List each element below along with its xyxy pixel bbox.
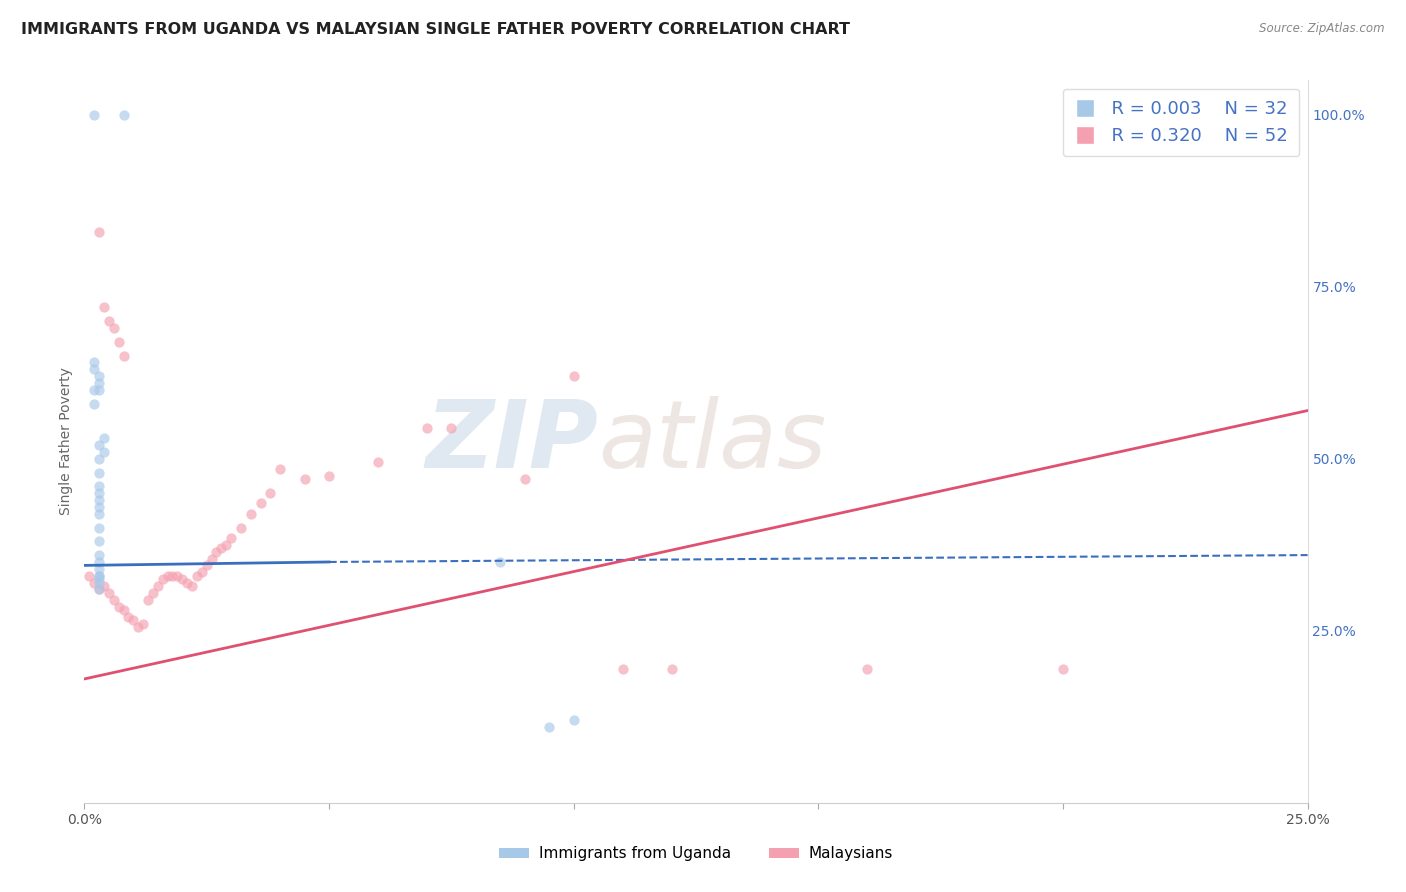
Point: [661, 662, 683, 676]
Point: [122, 614, 145, 628]
Point: [87, 225, 110, 239]
Point: [562, 369, 585, 384]
Point: [172, 572, 194, 586]
Y-axis label: Single Father Poverty: Single Father Poverty: [59, 368, 73, 516]
Point: [294, 472, 316, 486]
Point: [83, 355, 105, 369]
Point: [87, 534, 110, 549]
Point: [87, 582, 110, 597]
Point: [127, 620, 149, 634]
Point: [83, 362, 105, 376]
Point: [87, 479, 110, 493]
Point: [107, 334, 129, 349]
Text: atlas: atlas: [598, 396, 827, 487]
Point: [186, 568, 208, 582]
Point: [856, 662, 879, 676]
Point: [107, 599, 129, 614]
Point: [93, 579, 115, 593]
Point: [87, 507, 110, 521]
Point: [239, 507, 262, 521]
Point: [200, 551, 222, 566]
Point: [87, 486, 110, 500]
Point: [87, 568, 110, 582]
Point: [117, 610, 139, 624]
Point: [112, 349, 135, 363]
Point: [146, 579, 169, 593]
Point: [97, 314, 120, 328]
Point: [176, 575, 198, 590]
Point: [87, 451, 110, 466]
Point: [87, 555, 110, 569]
Point: [142, 586, 165, 600]
Point: [83, 397, 105, 411]
Point: [132, 616, 155, 631]
Point: [87, 562, 110, 576]
Point: [215, 538, 238, 552]
Point: [83, 108, 105, 122]
Point: [103, 592, 125, 607]
Point: [156, 568, 179, 582]
Point: [97, 586, 120, 600]
Point: [87, 376, 110, 390]
Point: [562, 713, 585, 727]
Point: [489, 555, 512, 569]
Point: [87, 500, 110, 514]
Text: Source: ZipAtlas.com: Source: ZipAtlas.com: [1260, 22, 1385, 36]
Point: [112, 108, 135, 122]
Point: [195, 558, 218, 573]
Point: [87, 575, 110, 590]
Point: [219, 531, 242, 545]
Point: [229, 520, 252, 534]
Point: [367, 455, 389, 469]
Point: [162, 568, 184, 582]
Point: [93, 445, 115, 459]
Point: [83, 383, 105, 397]
Point: [538, 720, 561, 734]
Point: [93, 301, 115, 315]
Point: [112, 603, 135, 617]
Point: [77, 568, 100, 582]
Point: [259, 486, 281, 500]
Point: [249, 496, 271, 510]
Point: [440, 421, 463, 435]
Point: [87, 369, 110, 384]
Point: [87, 582, 110, 597]
Point: [1052, 662, 1074, 676]
Point: [181, 579, 204, 593]
Point: [191, 566, 214, 580]
Point: [87, 438, 110, 452]
Text: ZIP: ZIP: [425, 395, 598, 488]
Point: [87, 568, 110, 582]
Point: [513, 472, 536, 486]
Point: [209, 541, 232, 556]
Point: [87, 548, 110, 562]
Point: [612, 662, 634, 676]
Legend: Immigrants from Uganda, Malaysians: Immigrants from Uganda, Malaysians: [492, 840, 900, 867]
Point: [416, 421, 439, 435]
Point: [136, 592, 159, 607]
Point: [87, 520, 110, 534]
Point: [166, 568, 188, 582]
Point: [318, 469, 340, 483]
Point: [87, 466, 110, 480]
Point: [87, 572, 110, 586]
Text: IMMIGRANTS FROM UGANDA VS MALAYSIAN SINGLE FATHER POVERTY CORRELATION CHART: IMMIGRANTS FROM UGANDA VS MALAYSIAN SING…: [21, 22, 851, 37]
Point: [87, 493, 110, 508]
Point: [93, 431, 115, 445]
Point: [205, 544, 228, 558]
Point: [83, 575, 105, 590]
Point: [87, 383, 110, 397]
Point: [152, 572, 174, 586]
Point: [269, 462, 291, 476]
Point: [103, 321, 125, 335]
